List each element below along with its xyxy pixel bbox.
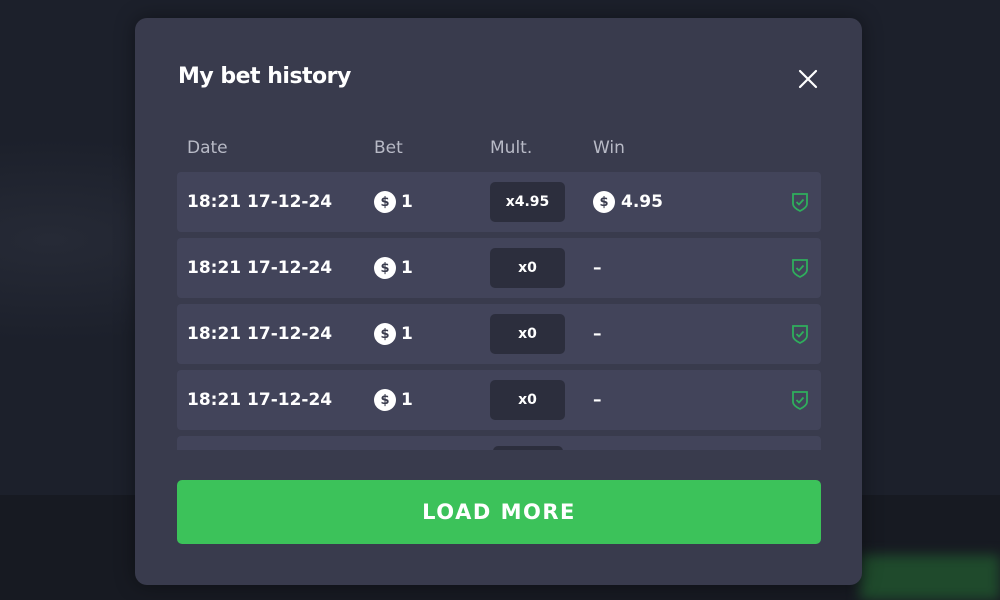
row-win: $4.95	[593, 191, 663, 213]
row-bet: $1	[374, 389, 413, 411]
win-amount: –	[593, 324, 602, 344]
row-date: 18:21 17-12-24	[187, 258, 333, 278]
background-button	[860, 555, 1000, 600]
row-bet: $1	[374, 323, 413, 345]
row-win: –	[593, 324, 602, 344]
dollar-coin-icon: $	[374, 257, 396, 279]
dollar-coin-icon: $	[374, 389, 396, 411]
table-row[interactable]: 18:21 17-12-24 $1 x0 –	[177, 370, 821, 430]
provably-fair-shield-icon[interactable]	[791, 258, 809, 279]
win-amount: –	[593, 390, 602, 410]
row-multiplier	[493, 446, 563, 450]
dollar-coin-icon: $	[593, 191, 615, 213]
dollar-coin-icon: $	[374, 323, 396, 345]
column-header-bet: Bet	[374, 138, 403, 158]
row-win: –	[593, 258, 602, 278]
row-multiplier: x0	[490, 314, 565, 354]
row-date: 18:21 17-12-24	[187, 324, 333, 344]
load-more-button[interactable]: LOAD MORE	[177, 480, 821, 544]
row-date: 18:21 17-12-24	[187, 192, 333, 212]
provably-fair-shield-icon[interactable]	[791, 324, 809, 345]
table-row[interactable]: 18:21 17-12-24 $1 x0 –	[177, 304, 821, 364]
row-win: –	[593, 390, 602, 410]
bet-amount: 1	[401, 390, 413, 410]
column-header-win: Win	[593, 138, 625, 158]
bet-history-list[interactable]: 18:21 17-12-24 $1 x4.95 $4.95 18:21 17-1…	[177, 172, 821, 450]
bet-amount: 1	[401, 258, 413, 278]
row-multiplier: x0	[490, 248, 565, 288]
table-row-partial	[177, 436, 821, 450]
row-date: 18:21 17-12-24	[187, 390, 333, 410]
table-row[interactable]: 18:21 17-12-24 $1 x4.95 $4.95	[177, 172, 821, 232]
win-amount: 4.95	[621, 192, 663, 212]
provably-fair-shield-icon[interactable]	[791, 192, 809, 213]
bet-amount: 1	[401, 324, 413, 344]
bet-amount: 1	[401, 192, 413, 212]
provably-fair-shield-icon[interactable]	[791, 390, 809, 411]
modal-title: My bet history	[178, 64, 351, 89]
win-amount: –	[593, 258, 602, 278]
close-icon[interactable]	[795, 66, 821, 92]
row-multiplier: x0	[490, 380, 565, 420]
table-row[interactable]: 18:21 17-12-24 $1 x0 –	[177, 238, 821, 298]
row-multiplier: x4.95	[490, 182, 565, 222]
row-bet: $1	[374, 257, 413, 279]
bet-history-modal: My bet history Date Bet Mult. Win 18:21 …	[135, 18, 862, 585]
row-bet: $1	[374, 191, 413, 213]
column-header-date: Date	[187, 138, 228, 158]
dollar-coin-icon: $	[374, 191, 396, 213]
column-header-mult: Mult.	[490, 138, 533, 158]
